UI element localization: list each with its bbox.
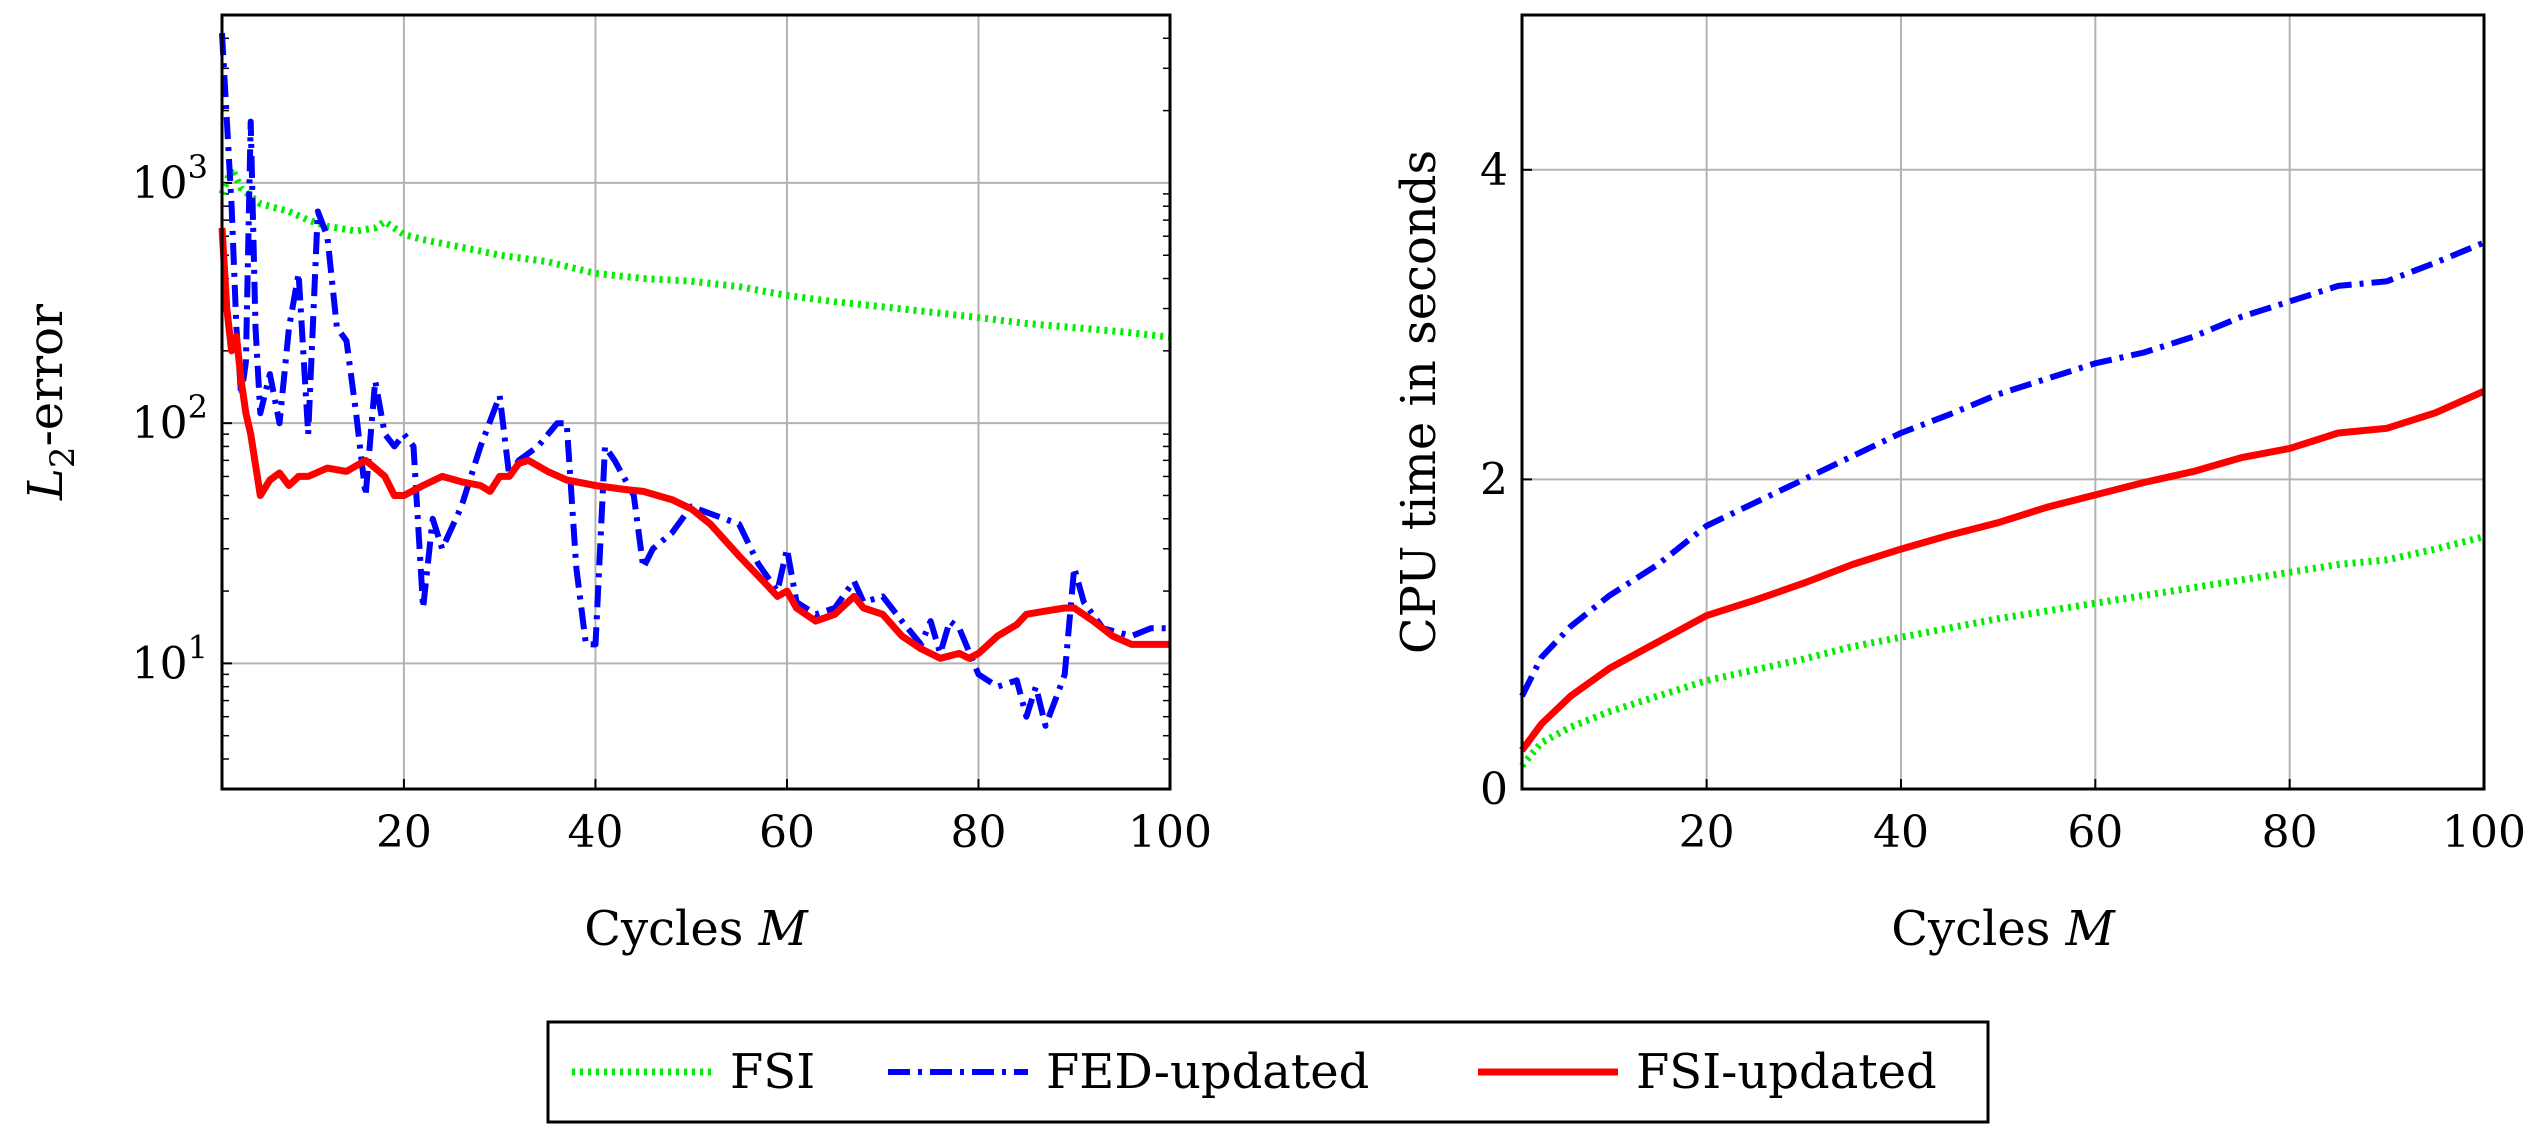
x-tick-label: 40: [1873, 807, 1929, 858]
x-tick-label: 100: [1128, 807, 1212, 858]
y-tick-label: 4: [1480, 145, 1508, 196]
cpu-time-plot-y-axis-label: CPU time in seconds: [1391, 150, 1447, 654]
error-plot-y-axis-label: L2-error: [18, 304, 83, 501]
x-tick-label: 20: [1679, 807, 1735, 858]
legend-label-fsi: FSI: [730, 1044, 815, 1100]
error-plot-x-tick-labels: 20 40 60 80 100: [376, 807, 1212, 858]
error-plot-series: [218, 33, 1171, 729]
x-tick-label: 60: [2067, 807, 2123, 858]
legend: FSI FED-updated FSI-updated: [546, 1020, 1990, 1124]
x-tick-label: 60: [759, 807, 815, 858]
series-line-fed-updated: [1519, 239, 2486, 698]
legend-label-fed-updated: FED-updated: [1046, 1044, 1369, 1100]
cpu-time-plot-x-tick-labels: 20 40 60 80 100: [1679, 807, 2526, 858]
x-tick-label: 80: [2262, 807, 2318, 858]
error-plot-minor-ticks: [222, 14, 1170, 790]
series-line-fsi: [218, 164, 1171, 341]
error-plot-grid: [222, 15, 1171, 789]
series-line-fed-updated: [219, 33, 1170, 729]
series-line-fsi-updated: [218, 227, 1170, 662]
series-line-fsi: [1519, 533, 2485, 769]
legend-label-fsi-updated: FSI-updated: [1636, 1044, 1937, 1100]
error-plot-y-tick-labels: 101 102 103: [132, 148, 208, 689]
error-plot: 20 40 60 80 100 101 102 103 Cycles M L2-error: [18, 13, 1212, 957]
x-tick-label: 20: [376, 807, 432, 858]
cpu-time-plot-frame: [1520, 13, 2486, 791]
y-tick-label: 0: [1480, 764, 1508, 815]
error-plot-x-axis-label: Cycles M: [584, 901, 809, 957]
cpu-time-plot-x-axis-label: Cycles M: [1891, 901, 2116, 957]
y-tick-label: 101: [132, 628, 208, 689]
x-tick-label: 80: [950, 807, 1006, 858]
x-tick-label: 100: [2442, 807, 2526, 858]
error-plot-frame: [220, 13, 1172, 791]
cpu-time-plot-y-tick-labels: 0 2 4: [1480, 145, 1508, 815]
cpu-time-plot: 20 40 60 80 100 0 2 4 Cycles M CPU time in sec…: [1391, 13, 2526, 957]
cpu-time-plot-grid: [1522, 15, 2485, 790]
y-tick-label: 2: [1480, 454, 1508, 505]
y-tick-label: 103: [132, 148, 208, 209]
x-tick-label: 40: [567, 807, 623, 858]
y-tick-label: 102: [132, 388, 208, 449]
cpu-time-plot-series: [1519, 239, 2486, 769]
series-line-fsi-updated: [1519, 388, 2486, 753]
legend-box: [546, 1020, 1990, 1124]
